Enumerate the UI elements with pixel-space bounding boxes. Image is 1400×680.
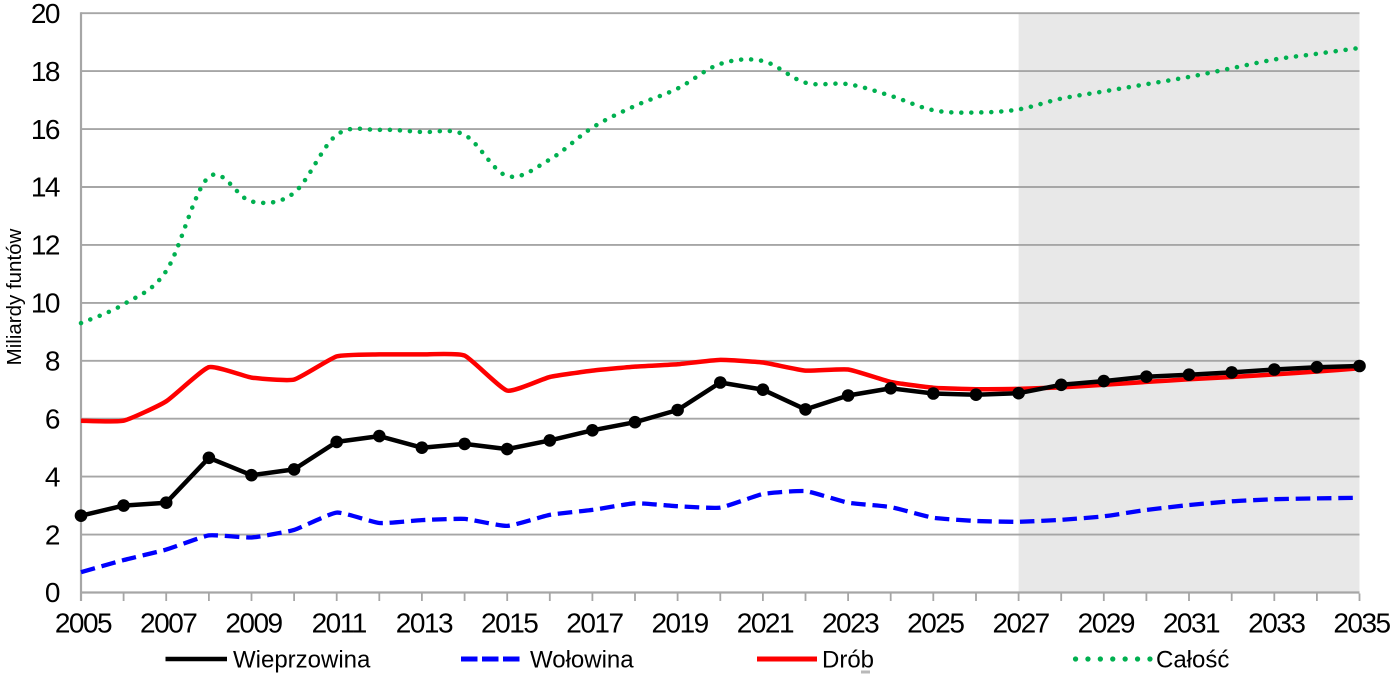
svg-text:2017: 2017 — [566, 608, 623, 639]
svg-text:2035: 2035 — [1333, 608, 1390, 639]
svg-text:0: 0 — [45, 577, 60, 608]
svg-text:Wieprzowina: Wieprzowina — [233, 646, 371, 673]
svg-text:2033: 2033 — [1248, 608, 1305, 639]
svg-text:2027: 2027 — [992, 608, 1049, 639]
svg-text:2005: 2005 — [55, 608, 112, 639]
svg-text:2029: 2029 — [1078, 608, 1135, 639]
svg-text:2023: 2023 — [822, 608, 879, 639]
svg-text:2031: 2031 — [1163, 608, 1220, 639]
svg-text:2007: 2007 — [140, 608, 197, 639]
svg-text:12: 12 — [31, 230, 60, 261]
svg-text:2025: 2025 — [907, 608, 964, 639]
svg-text:8: 8 — [45, 346, 60, 377]
svg-text:14: 14 — [31, 172, 60, 203]
svg-text:Wołowina: Wołowina — [530, 646, 634, 673]
svg-text:2019: 2019 — [651, 608, 708, 639]
svg-text:18: 18 — [31, 56, 60, 87]
svg-text:Drób: Drób — [822, 646, 874, 673]
svg-text:Miliardy funtów: Miliardy funtów — [3, 228, 26, 365]
svg-text:2021: 2021 — [737, 608, 794, 639]
svg-text:4: 4 — [45, 461, 60, 492]
svg-text:16: 16 — [31, 114, 60, 145]
svg-text:20: 20 — [31, 0, 60, 29]
svg-text:2013: 2013 — [396, 608, 453, 639]
svg-text:Całość: Całość — [1156, 646, 1229, 673]
svg-text:10: 10 — [31, 288, 60, 319]
svg-text:2015: 2015 — [481, 608, 538, 639]
svg-text:6: 6 — [45, 403, 60, 434]
svg-text:2009: 2009 — [225, 608, 282, 639]
svg-text:2: 2 — [45, 519, 60, 550]
svg-text:2011: 2011 — [312, 608, 367, 639]
